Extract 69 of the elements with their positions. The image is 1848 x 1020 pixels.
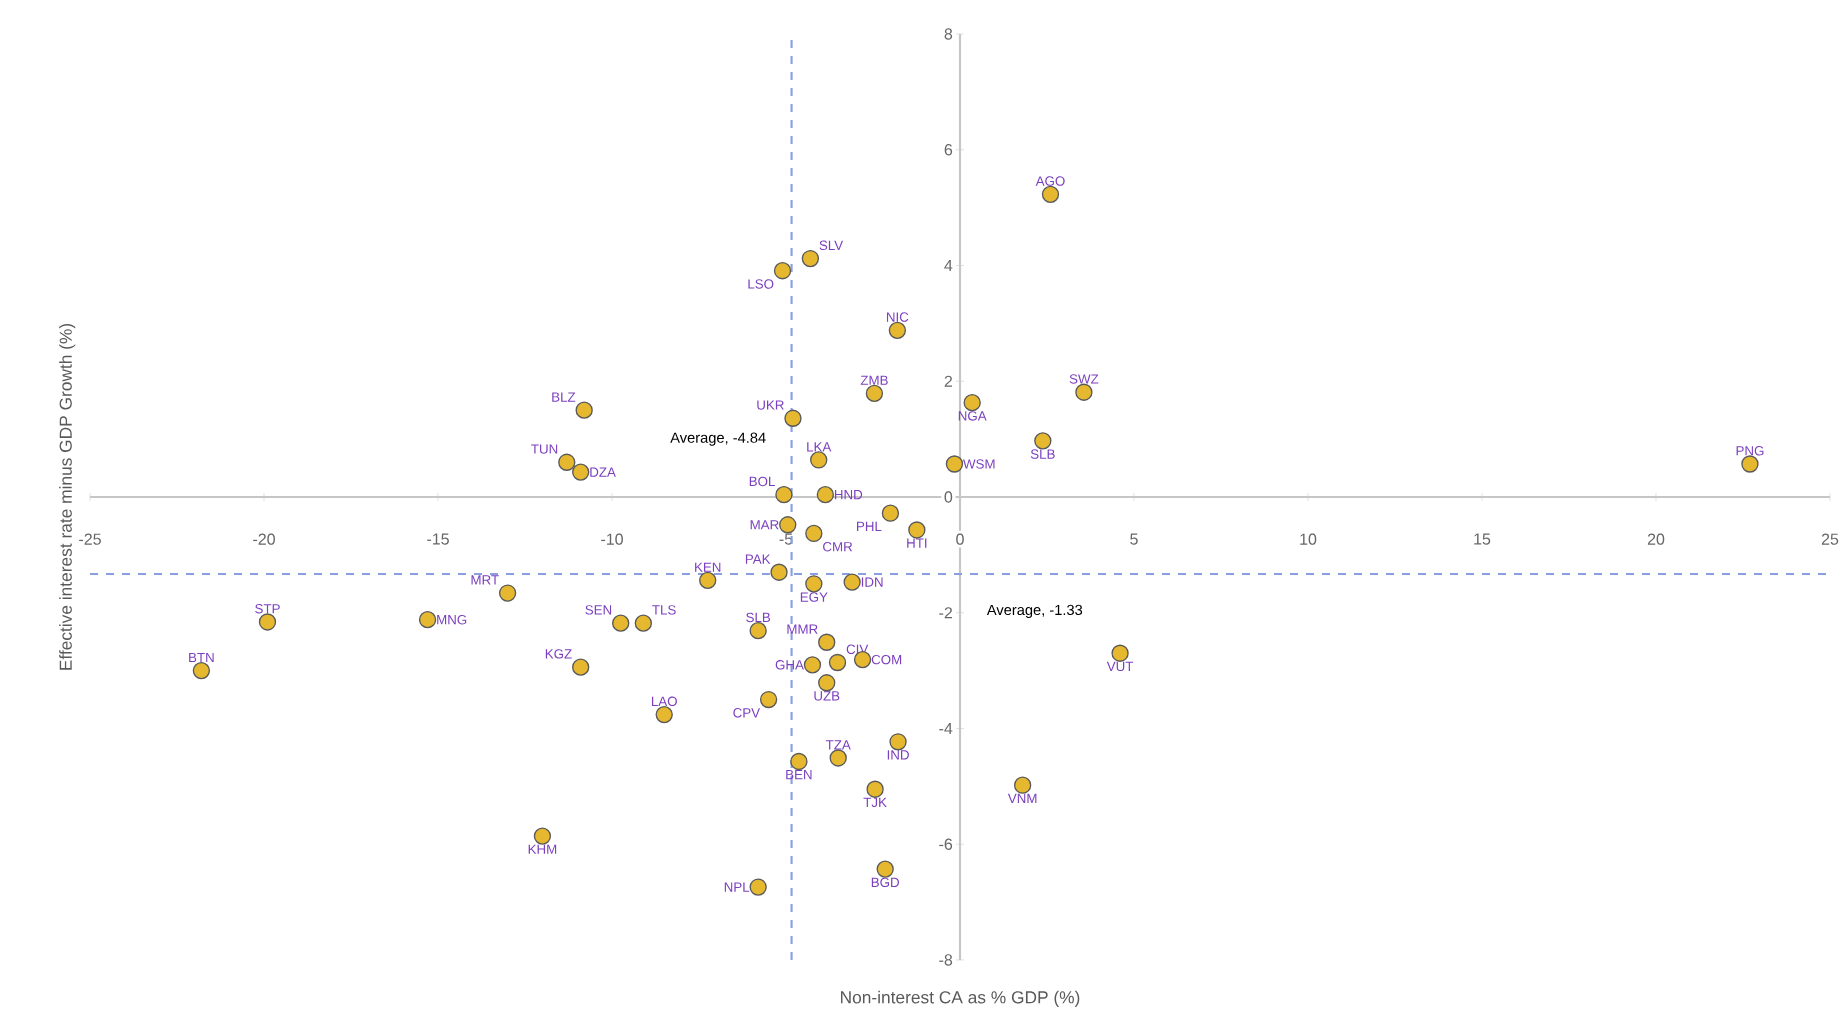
y-tick-label: -8: [939, 954, 953, 966]
point: [575, 401, 593, 419]
x-tick-label: 10: [1300, 533, 1317, 545]
point: [775, 486, 793, 504]
point: [749, 622, 767, 640]
point: [805, 575, 823, 593]
point: [843, 573, 861, 591]
y-axis-title: Effective interest rate minus GDP Growth (%): [59, 323, 76, 670]
point: [749, 878, 767, 896]
point: [1111, 644, 1129, 662]
point: [773, 262, 792, 280]
x-tick-label: 20: [1647, 533, 1665, 545]
y-tick-label: -2: [939, 607, 953, 619]
point: [192, 661, 211, 680]
point: [498, 584, 517, 602]
point: [945, 455, 964, 473]
point: [533, 827, 552, 845]
point: [908, 521, 926, 539]
point: [881, 504, 900, 522]
y-tick-label: 8: [944, 28, 953, 40]
y-tick-label: -6: [939, 838, 953, 850]
x-tick-label: 5: [1130, 533, 1138, 545]
point: [612, 614, 630, 632]
y-tick-label: 4: [944, 260, 953, 271]
x-tick-label: -25: [79, 533, 101, 545]
point: [963, 393, 981, 412]
point: [699, 571, 717, 589]
point: [790, 752, 808, 771]
point: [779, 516, 797, 534]
x-tick-label: -10: [601, 533, 623, 545]
point: [818, 674, 836, 692]
x-tick-label: 0: [956, 533, 964, 545]
point: [889, 733, 907, 751]
point: [805, 524, 823, 543]
point: [810, 451, 828, 469]
point: [784, 409, 802, 427]
point: [828, 653, 847, 672]
x-tick-label: -20: [253, 533, 275, 545]
point: [816, 486, 835, 504]
x-tick-label: 15: [1474, 533, 1491, 545]
point: [258, 613, 277, 631]
point: [759, 690, 778, 709]
y-tick-label: 6: [944, 144, 953, 156]
point: [818, 633, 836, 651]
y-tick-label: 2: [944, 375, 953, 387]
x-axis-title: Non-interest CA as % GDP (%): [841, 990, 1080, 1007]
point: [572, 658, 590, 676]
point: [770, 563, 788, 581]
point: [866, 780, 884, 798]
point: [1075, 383, 1093, 401]
point: [418, 611, 437, 629]
point: [801, 249, 820, 268]
point: [1034, 432, 1052, 450]
point: [829, 749, 847, 767]
y-tick-label: -4: [939, 722, 953, 734]
point: [655, 705, 673, 724]
x-tick-label: -15: [427, 533, 449, 545]
point: [1741, 455, 1759, 473]
point: [803, 656, 822, 674]
point: [572, 463, 590, 481]
point: [1013, 776, 1032, 794]
point: [1041, 185, 1060, 203]
point: [558, 453, 576, 471]
point: [634, 614, 653, 632]
point: [876, 860, 894, 878]
point: [888, 321, 907, 339]
point: [865, 384, 884, 403]
y-tick-label: 0: [944, 491, 953, 503]
x-tick-label: 25: [1821, 533, 1839, 545]
